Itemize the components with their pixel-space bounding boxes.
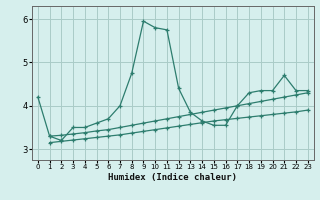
X-axis label: Humidex (Indice chaleur): Humidex (Indice chaleur) xyxy=(108,173,237,182)
